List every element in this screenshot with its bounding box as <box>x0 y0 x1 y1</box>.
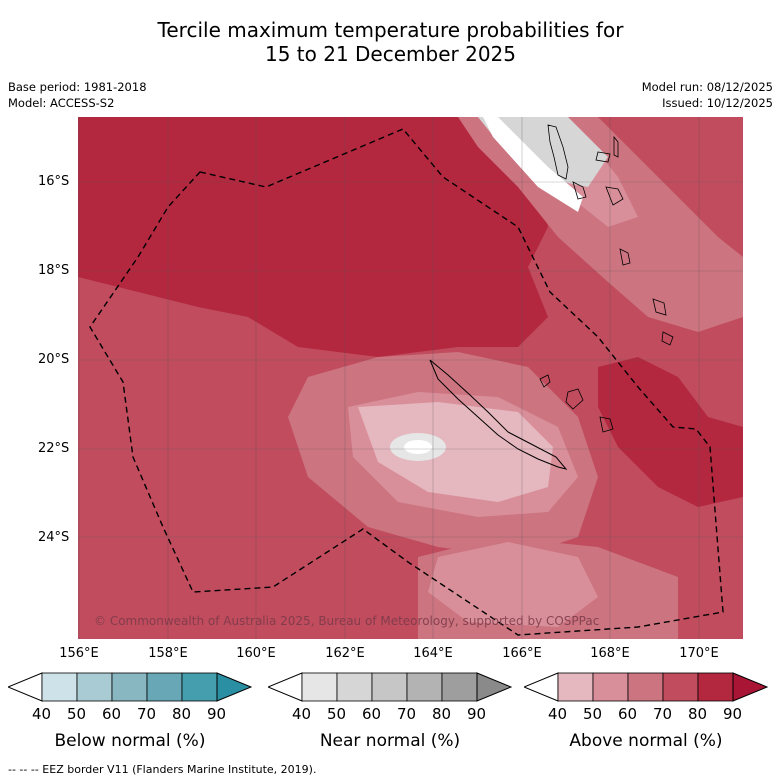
colorbar-tick: 50 <box>67 705 87 723</box>
map-canvas <box>78 117 743 639</box>
colorbar-bin <box>76 672 113 702</box>
colorbar-max-extend <box>476 672 512 702</box>
lat-label-16s: 16°S <box>38 174 70 189</box>
colorbar-tick: 90 <box>723 705 743 723</box>
colorbar-tick: 70 <box>653 705 673 723</box>
colorbar-tick: 40 <box>548 705 568 723</box>
colorbar-tick: 40 <box>32 705 52 723</box>
zone-above-80-northwest <box>78 117 548 357</box>
zone-white-north <box>483 117 583 212</box>
probability-map <box>78 117 743 639</box>
model-run: Model run: 08/12/2025 <box>641 80 773 94</box>
colorbar-bin <box>441 672 478 702</box>
colorbar-title: Above normal (%) <box>569 731 723 751</box>
colorbar-tick: 60 <box>102 705 122 723</box>
colorbar-bin <box>111 672 148 702</box>
loyalty-island-1 <box>539 374 551 388</box>
zone-above-40-central <box>358 402 553 502</box>
colorbar-min-extend <box>8 672 43 702</box>
zone-white-central <box>404 440 432 454</box>
colorbar-title: Below normal (%) <box>54 731 206 751</box>
lon-label-156e: 156°E <box>59 646 99 661</box>
colorbar-title: Near normal (%) <box>319 731 461 751</box>
colorbar-bin <box>627 672 664 702</box>
lon-label-158e: 158°E <box>148 646 188 661</box>
colorbar-tick: 60 <box>618 705 638 723</box>
colorbar-tick: 50 <box>327 705 347 723</box>
colorbar-tick: 60 <box>362 705 382 723</box>
vanuatu-island-4 <box>613 135 619 158</box>
colorbar-bin <box>662 672 699 702</box>
colorbar-tick: 80 <box>172 705 192 723</box>
colorbar-bin <box>181 672 218 702</box>
vanuatu-island-8 <box>661 331 674 346</box>
lon-label-166e: 166°E <box>502 646 542 661</box>
colorbar-2 <box>524 672 768 702</box>
colorbar-bin <box>336 672 373 702</box>
colorbar-tick: 80 <box>432 705 452 723</box>
vanuatu-island-2 <box>572 181 587 200</box>
colorbar-0 <box>8 672 252 702</box>
loyalty-island-2 <box>565 388 584 410</box>
colorbar-tick: 70 <box>137 705 157 723</box>
colorbar-min-extend <box>524 672 559 702</box>
eez-border <box>89 128 724 636</box>
colorbar-tick: 80 <box>688 705 708 723</box>
colorbar-tick: 40 <box>292 705 312 723</box>
colorbar-tick: 50 <box>583 705 603 723</box>
lat-label-22s: 22°S <box>38 441 70 456</box>
lon-label-160e: 160°E <box>236 646 276 661</box>
lon-label-168e: 168°E <box>590 646 630 661</box>
base-period: Base period: 1981-2018 <box>8 80 147 94</box>
vanuatu-island-6 <box>619 248 631 266</box>
colorbar-tick: 90 <box>467 705 487 723</box>
lon-label-170e: 170°E <box>679 646 719 661</box>
vanuatu-island-1 <box>547 124 569 180</box>
vanuatu-island-3 <box>595 151 611 163</box>
colorbar-max-extend <box>732 672 768 702</box>
colorbar-min-extend <box>268 672 303 702</box>
colorbar-1 <box>268 672 512 702</box>
vanuatu-island-7 <box>652 298 667 316</box>
lat-label-20s: 20°S <box>38 352 70 367</box>
copyright-notice: © Commonwealth of Australia 2025, Bureau… <box>94 614 600 628</box>
lat-label-24s: 24°S <box>38 530 70 545</box>
model-name: Model: ACCESS-S2 <box>8 96 115 110</box>
graticule <box>78 117 743 639</box>
map-title: Tercile maximum temperature probabilitie… <box>0 18 781 66</box>
colorbar-bin <box>371 672 408 702</box>
eez-legend: -- -- -- EEZ border V11 (Flanders Marine… <box>8 763 317 776</box>
title-line-2: 15 to 21 December 2025 <box>264 42 516 66</box>
lon-label-164e: 164°E <box>413 646 453 661</box>
run-info: Model run: 08/12/2025 Issued: 10/12/2025 <box>642 79 773 111</box>
colorbar-tick: 70 <box>397 705 417 723</box>
colorbar-max-extend <box>216 672 252 702</box>
new-caledonia-coastline <box>429 359 568 470</box>
vanuatu-island-5 <box>605 186 624 206</box>
colorbar-bin <box>146 672 183 702</box>
colorbar-bin <box>406 672 443 702</box>
lon-label-162e: 162°E <box>325 646 365 661</box>
loyalty-island-3 <box>599 416 614 433</box>
colorbar-bin <box>557 672 594 702</box>
colorbar-tick: 90 <box>207 705 227 723</box>
colorbar-bin <box>697 672 734 702</box>
lat-label-18s: 18°S <box>38 263 70 278</box>
colorbar-bin <box>592 672 629 702</box>
colorbar-bin <box>301 672 338 702</box>
model-info: Base period: 1981-2018 Model: ACCESS-S2 <box>8 79 147 111</box>
colorbar-bin <box>41 672 78 702</box>
issued-date: Issued: 10/12/2025 <box>662 96 773 110</box>
zone-above-80-southeast <box>598 357 743 507</box>
zone-above-50-south <box>428 542 598 627</box>
title-line-1: Tercile maximum temperature probabilitie… <box>157 18 624 42</box>
